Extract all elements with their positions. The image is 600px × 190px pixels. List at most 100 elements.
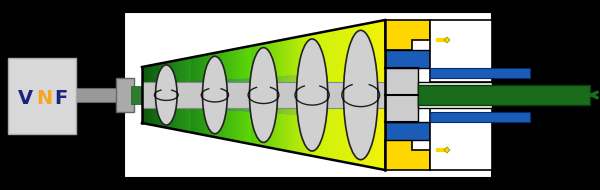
Bar — [334, 30, 335, 160]
Bar — [262, 44, 263, 146]
Bar — [370, 23, 371, 167]
Bar — [362, 25, 363, 165]
Bar — [155, 64, 157, 126]
Bar — [262, 77, 265, 113]
Bar — [220, 52, 221, 138]
Bar — [188, 58, 190, 132]
Bar — [167, 62, 169, 128]
Bar — [184, 59, 185, 131]
Bar — [212, 80, 214, 110]
Bar — [202, 55, 203, 135]
Bar — [205, 81, 208, 109]
Bar — [273, 42, 274, 148]
Bar — [242, 78, 245, 112]
Bar — [265, 77, 266, 113]
Bar — [233, 49, 235, 141]
Bar — [193, 57, 194, 133]
Bar — [259, 44, 260, 146]
Bar — [171, 61, 172, 129]
Bar — [269, 77, 271, 113]
Bar — [144, 85, 146, 105]
Bar — [241, 78, 242, 112]
Bar — [221, 52, 222, 138]
Bar — [319, 33, 320, 157]
Bar — [203, 55, 204, 135]
Bar — [307, 35, 308, 155]
Bar — [217, 52, 218, 138]
Bar — [218, 52, 220, 138]
Polygon shape — [385, 20, 430, 50]
Bar — [385, 122, 430, 140]
Bar — [142, 82, 385, 108]
Bar — [269, 42, 271, 148]
Bar — [304, 36, 305, 154]
Bar — [199, 56, 200, 134]
Bar — [229, 79, 232, 111]
Bar — [221, 80, 223, 110]
Bar — [277, 41, 278, 149]
Ellipse shape — [155, 65, 177, 125]
Bar — [383, 21, 384, 169]
Bar — [181, 82, 184, 108]
Bar — [212, 53, 214, 137]
Bar — [361, 25, 362, 165]
Bar — [302, 74, 304, 116]
Bar — [275, 76, 278, 114]
Bar — [316, 33, 317, 157]
Bar — [159, 64, 160, 126]
Bar — [218, 80, 221, 110]
Bar — [211, 54, 212, 136]
Bar — [241, 48, 242, 142]
Bar — [200, 56, 202, 134]
Bar — [272, 42, 273, 148]
Bar — [190, 58, 191, 132]
Bar — [300, 36, 301, 154]
Bar — [267, 43, 268, 147]
Bar — [186, 82, 188, 108]
Bar — [151, 65, 152, 125]
Bar — [286, 75, 289, 115]
Ellipse shape — [296, 39, 328, 151]
Bar — [341, 28, 343, 162]
Bar — [333, 30, 334, 160]
Ellipse shape — [344, 30, 378, 160]
Bar — [245, 47, 247, 143]
Bar — [216, 53, 217, 137]
Bar — [244, 47, 245, 143]
Ellipse shape — [250, 48, 277, 142]
Bar — [298, 37, 299, 153]
Bar — [430, 112, 530, 122]
Bar — [255, 45, 256, 145]
Bar — [186, 59, 187, 131]
Bar — [293, 38, 294, 152]
Bar — [227, 79, 229, 111]
Bar — [340, 29, 341, 161]
Bar — [369, 23, 370, 167]
Bar — [157, 64, 158, 126]
Bar — [253, 46, 254, 144]
Bar — [378, 21, 379, 169]
Bar — [382, 21, 383, 169]
Bar — [371, 23, 373, 167]
Bar — [201, 81, 203, 109]
Bar — [287, 39, 288, 151]
Bar — [166, 62, 167, 128]
Bar — [237, 49, 238, 141]
Bar — [194, 57, 196, 133]
Bar — [418, 82, 492, 108]
Bar — [345, 28, 346, 162]
Bar — [154, 65, 155, 125]
Bar — [379, 21, 380, 169]
Bar — [165, 63, 166, 127]
Bar — [365, 24, 367, 166]
Bar — [149, 66, 151, 124]
Bar — [260, 44, 261, 146]
Bar — [163, 63, 164, 127]
Bar — [299, 74, 302, 116]
Bar — [313, 34, 314, 156]
Bar — [76, 88, 118, 102]
Bar — [263, 44, 265, 146]
Bar — [148, 66, 149, 124]
Bar — [338, 29, 339, 161]
Bar — [116, 78, 134, 112]
